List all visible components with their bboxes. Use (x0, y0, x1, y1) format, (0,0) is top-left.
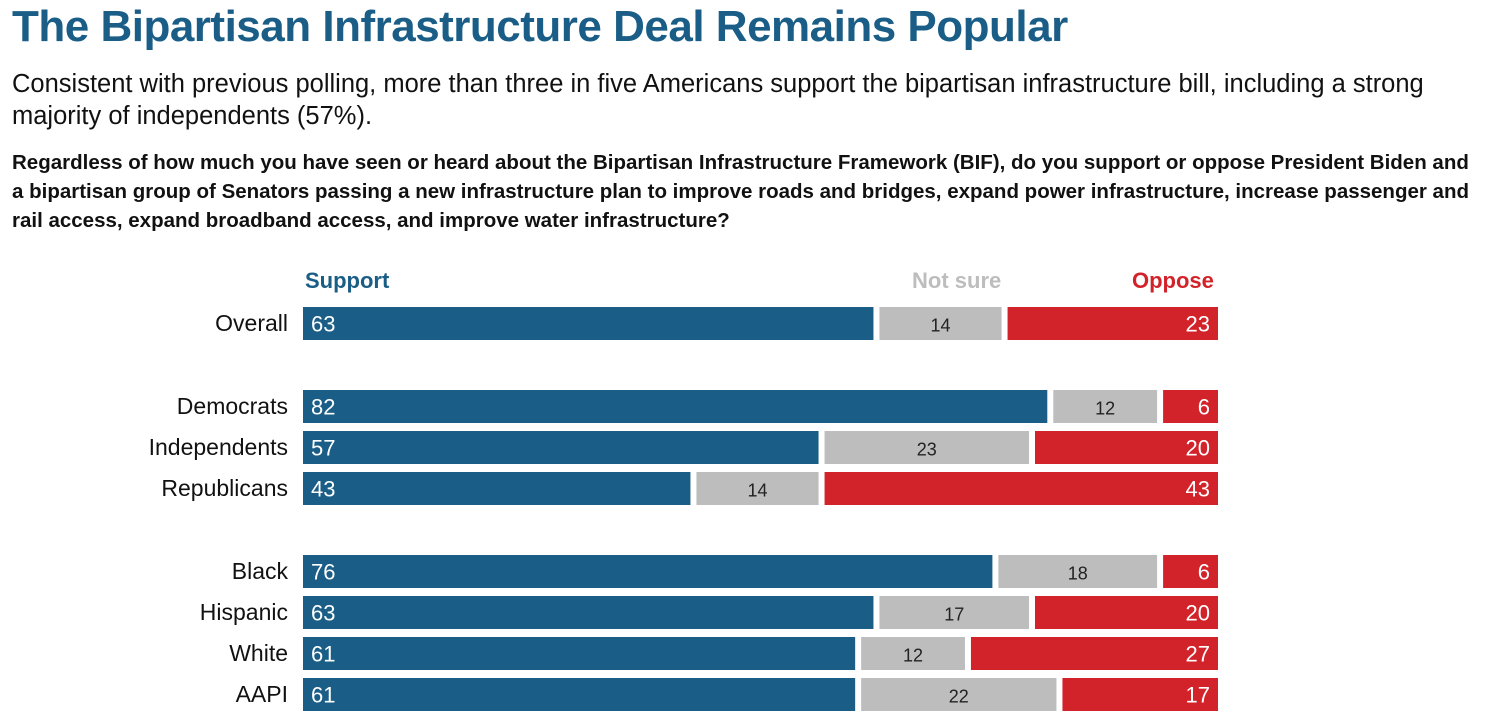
label-oppose-aapi: 17 (1186, 683, 1210, 708)
bar-oppose-white (970, 637, 1218, 670)
label-support-black: 76 (311, 560, 335, 585)
bar-not-sure-democrats (1053, 390, 1158, 423)
row-label-democrats: Democrats (176, 393, 288, 419)
bar-not-sure-black (998, 555, 1158, 588)
bar-support-republicans (303, 472, 691, 505)
row-label-hispanic: Hispanic (199, 599, 288, 625)
bar-not-sure-white (861, 637, 965, 670)
label-support-aapi: 61 (311, 683, 335, 708)
label-not-sure-hispanic: 17 (944, 605, 964, 625)
label-oppose-overall: 23 (1186, 312, 1210, 337)
bar-support-hispanic (303, 596, 874, 629)
label-not-sure-democrats: 12 (1095, 399, 1115, 419)
label-not-sure-aapi: 22 (949, 687, 969, 707)
bar-not-sure-hispanic (879, 596, 1029, 629)
row-label-republicans: Republicans (161, 475, 288, 501)
chart-subtitle: Consistent with previous polling, more t… (12, 70, 1424, 130)
bar-not-sure-aapi (861, 678, 1057, 711)
label-oppose-hispanic: 20 (1186, 601, 1210, 626)
bar-support-aapi (303, 678, 856, 711)
legend-oppose: Oppose (1132, 268, 1214, 293)
bar-support-democrats (303, 390, 1048, 423)
bar-oppose-black (1163, 555, 1218, 588)
bar-oppose-overall (1007, 307, 1218, 340)
label-not-sure-white: 12 (903, 646, 923, 666)
label-support-hispanic: 63 (311, 601, 335, 626)
label-support-white: 61 (311, 642, 335, 667)
bar-support-overall (303, 307, 874, 340)
label-support-independents: 57 (311, 436, 335, 461)
label-support-democrats: 82 (311, 395, 335, 420)
bar-oppose-hispanic (1035, 596, 1218, 629)
row-label-aapi: AAPI (235, 681, 288, 707)
bar-oppose-independents (1035, 431, 1218, 464)
survey-question: Regardless of how much you have seen or … (12, 151, 1469, 232)
bar-oppose-democrats (1163, 390, 1218, 423)
bar-support-white (303, 637, 856, 670)
legend-support: Support (305, 268, 390, 293)
label-not-sure-black: 18 (1068, 564, 1088, 584)
bar-not-sure-overall (879, 307, 1002, 340)
label-oppose-black: 6 (1198, 560, 1210, 585)
label-not-sure-independents: 23 (917, 440, 937, 460)
label-oppose-white: 27 (1186, 642, 1210, 667)
row-label-overall: Overall (215, 310, 288, 336)
chart-title: The Bipartisan Infrastructure Deal Remai… (12, 2, 1068, 51)
bar-not-sure-republicans (696, 472, 819, 505)
bar-support-black (303, 555, 993, 588)
label-not-sure-republicans: 14 (747, 481, 767, 501)
bar-oppose-aapi (1062, 678, 1218, 711)
bar-oppose-republicans (824, 472, 1218, 505)
label-support-overall: 63 (311, 312, 335, 337)
row-label-white: White (229, 640, 288, 666)
bar-not-sure-independents (824, 431, 1029, 464)
legend-not-sure: Not sure (912, 268, 1002, 293)
label-support-republicans: 43 (311, 477, 335, 502)
label-not-sure-overall: 14 (930, 316, 950, 336)
row-label-black: Black (231, 558, 288, 584)
bar-support-independents (303, 431, 819, 464)
row-label-independents: Independents (148, 434, 288, 460)
label-oppose-republicans: 43 (1186, 477, 1210, 502)
label-oppose-democrats: 6 (1198, 395, 1210, 420)
label-oppose-independents: 20 (1186, 436, 1210, 461)
